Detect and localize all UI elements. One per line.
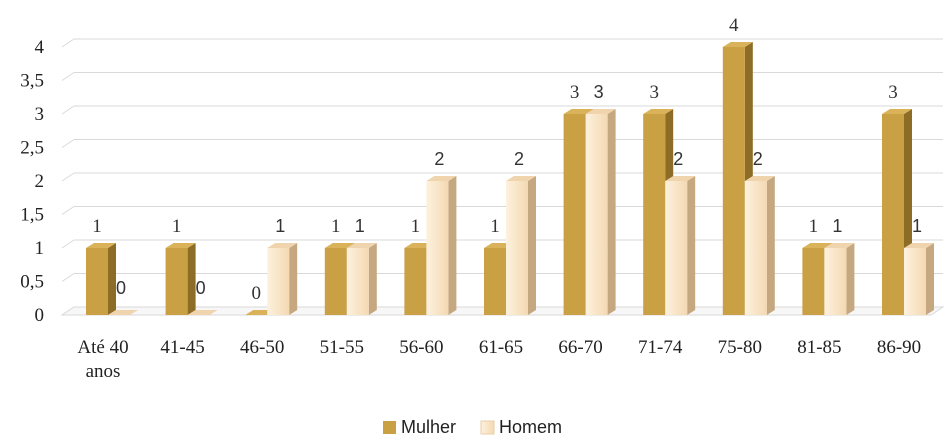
gridline-left [61,105,75,115]
bar-mulher [86,243,116,315]
y-tick-label: 0 [35,305,45,326]
legend-label: Homem [499,417,562,437]
bar-homem [267,243,298,315]
gridline-left [61,139,75,148]
gridline-left [61,273,75,282]
gridline-left [61,38,75,48]
bar-homem [824,243,855,315]
gridline-left [61,206,75,215]
legend-swatch [480,420,495,435]
data-label-mulher: 4 [729,15,739,36]
data-label-homem: 2 [753,149,763,169]
data-label-mulher: 1 [411,216,421,237]
bar-mulher [165,243,196,315]
data-label-mulher: 1 [92,216,102,237]
data-label-homem: 1 [275,216,285,236]
y-tick-label: 0,5 [20,272,44,293]
bar-homem [426,176,457,315]
y-tick-label: 1,5 [20,205,44,226]
data-label-homem: 0 [196,278,206,298]
gridline-left [61,72,75,81]
bars [86,42,934,315]
y-axis-ticks: 0 0,5 1 1,5 2 2,5 3 3,5 4 [20,37,44,326]
data-label-homem: 2 [673,149,683,169]
bar-homem [585,109,616,315]
data-label-homem: 3 [594,82,604,102]
x-tick-label: 41-45 [160,337,204,358]
data-label-mulher: 3 [888,82,898,103]
data-label-mulher: 3 [649,82,659,103]
legend-item-mulher: Mulher [383,417,456,437]
gridline-left [61,172,75,182]
data-label-homem: 1 [355,216,365,236]
x-tick-label: 61-65 [479,337,523,358]
bar-homem [187,310,218,315]
y-tick-label: 2,5 [20,138,44,159]
bar-homem [108,310,138,315]
x-axis-ticks: Até 40 anos 41-45 46-50 51-55 56-60 61-65 66-70… [77,337,921,382]
y-tick-label: 1 [35,238,45,259]
x-tick-label: 71-74 [638,337,683,358]
x-tick-label: 56-60 [399,337,443,358]
x-tick-label: 86-90 [877,337,921,358]
legend-swatch [383,421,396,434]
data-label-mulher: 1 [809,216,819,237]
data-label-homem: 0 [116,278,126,298]
data-label-homem: 1 [832,216,842,236]
data-label-mulher: 0 [251,283,261,304]
data-label-mulher: 1 [490,216,500,237]
y-tick-label: 2 [35,171,45,192]
data-label-mulher: 1 [331,216,341,237]
bar-homem [506,176,536,315]
x-tick-label: 66-70 [558,337,602,358]
bar-homem [744,176,775,315]
x-tick-label: 75-80 [718,337,762,358]
legend-label: Mulher [401,417,456,437]
y-tick-label: 3,5 [20,71,44,92]
y-tick-label: 4 [35,37,45,58]
gridline-left [61,239,75,249]
legend: Mulher Homem [383,417,562,437]
bar-homem [665,176,696,315]
x-tick-label: Até 40 anos [77,337,128,382]
x-tick-label: 46-50 [240,337,284,358]
data-label-homem: 2 [514,149,524,169]
bar-homem [904,243,934,315]
bar-homem [346,243,377,315]
data-label-homem: 1 [912,216,922,236]
data-label-mulher: 3 [570,82,580,103]
x-tick-label: 51-55 [320,337,364,358]
data-label-mulher: 1 [172,216,182,237]
legend-item-homem: Homem [480,417,562,437]
x-tick-label: 81-85 [797,337,841,358]
data-label-homem: 2 [434,149,444,169]
y-tick-label: 3 [35,104,45,125]
